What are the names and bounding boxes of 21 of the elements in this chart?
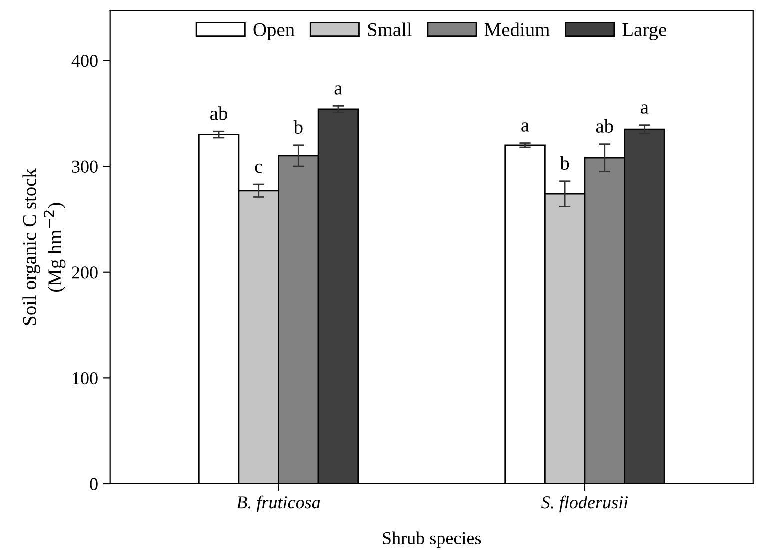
data-label: b xyxy=(294,120,303,134)
y-tick-label: 100 xyxy=(73,372,98,385)
x-axis-title: Shrub species xyxy=(383,532,482,548)
data-label: a xyxy=(522,122,530,132)
data-label: ab xyxy=(596,119,614,133)
data-label: c xyxy=(255,164,263,174)
legend-label: Medium xyxy=(484,22,550,36)
data-label: a xyxy=(334,86,343,95)
legend-label: Large xyxy=(622,24,666,40)
y-tick-label: 400 xyxy=(72,54,98,68)
legend-label: Small xyxy=(368,22,412,36)
data-label: b xyxy=(560,156,570,170)
y-tick-label: 200 xyxy=(72,266,98,279)
data-label: ab xyxy=(210,106,228,120)
legend-label: Open xyxy=(254,23,295,40)
data-label: a xyxy=(641,104,649,114)
y-axis-title: Soil organic C stock (Mg hm$^{−2}$) xyxy=(22,168,66,326)
y-tick-label: 0 xyxy=(90,478,98,490)
x-tick-label: B. fruticosa xyxy=(236,496,320,512)
x-tick-label: S. floderusii xyxy=(542,496,628,512)
y-tick-label: 300 xyxy=(72,160,98,173)
